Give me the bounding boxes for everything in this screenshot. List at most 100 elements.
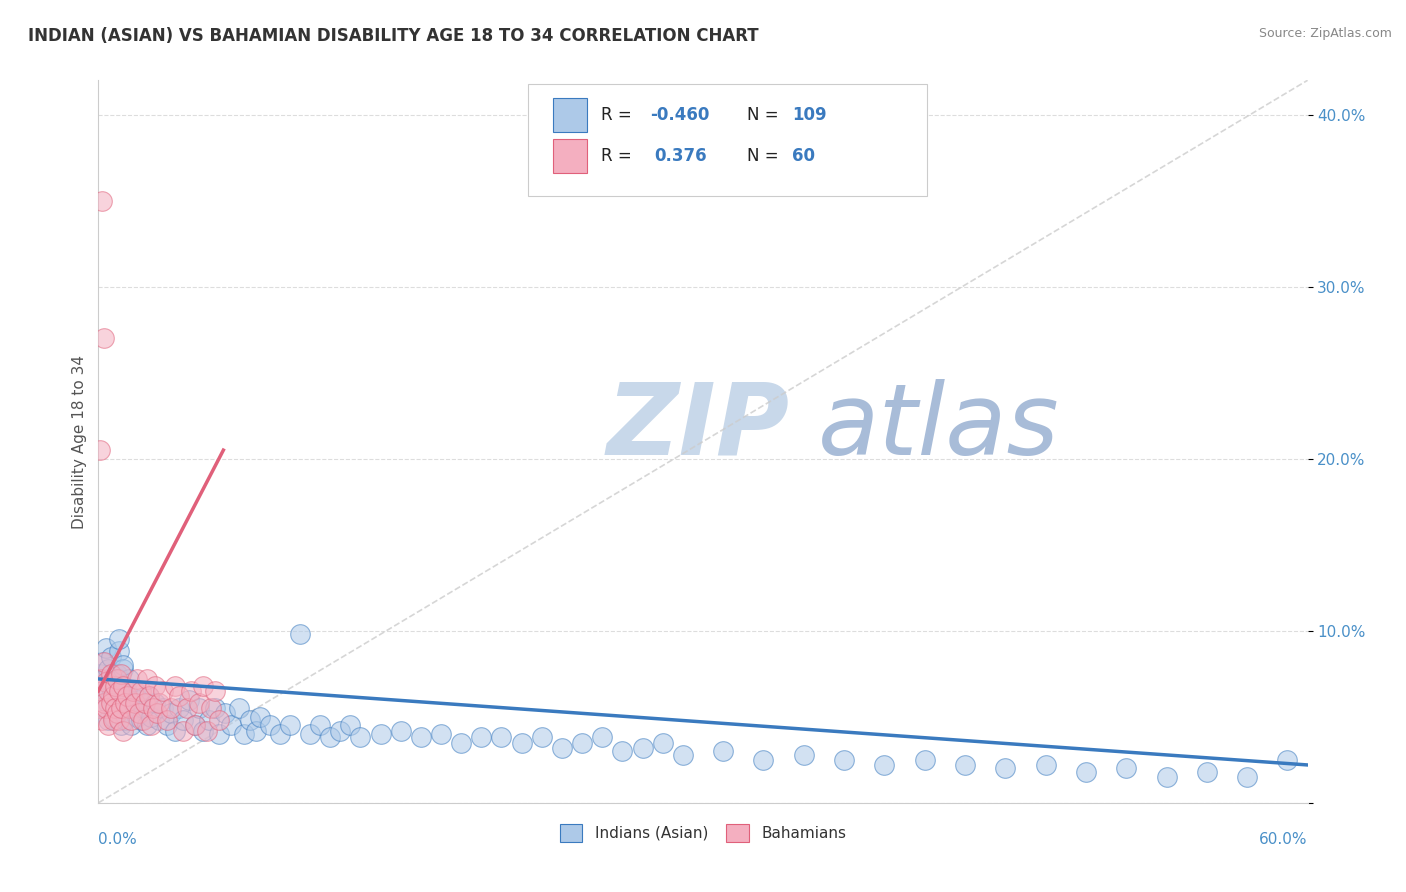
- Text: 0.376: 0.376: [655, 147, 707, 165]
- Point: [132, 701, 155, 715]
- Point: [89, 666, 111, 681]
- Point: [121, 701, 143, 715]
- Point: [111, 723, 134, 738]
- Point: [138, 689, 160, 703]
- Text: N =: N =: [747, 106, 783, 124]
- Point: [176, 701, 198, 715]
- Point: [107, 713, 129, 727]
- Point: [672, 747, 695, 762]
- Point: [214, 706, 236, 721]
- Point: [370, 727, 392, 741]
- Point: [89, 701, 111, 715]
- Point: [89, 443, 111, 458]
- Point: [1236, 770, 1258, 784]
- Point: [188, 696, 211, 710]
- Point: [118, 672, 141, 686]
- Point: [752, 753, 775, 767]
- Point: [530, 731, 553, 745]
- Point: [551, 740, 574, 755]
- Point: [612, 744, 634, 758]
- Point: [97, 684, 120, 698]
- Point: [93, 672, 115, 686]
- Point: [103, 701, 125, 715]
- Point: [138, 689, 160, 703]
- Point: [156, 718, 179, 732]
- Point: [91, 684, 114, 698]
- Point: [953, 758, 976, 772]
- FancyBboxPatch shape: [553, 97, 586, 132]
- Text: ZIP: ZIP: [606, 378, 789, 475]
- Point: [114, 713, 136, 727]
- Point: [195, 723, 218, 738]
- Point: [101, 710, 124, 724]
- Point: [129, 713, 152, 727]
- Point: [105, 696, 128, 710]
- Point: [167, 701, 190, 715]
- Point: [204, 701, 226, 715]
- Point: [204, 684, 226, 698]
- Point: [299, 727, 322, 741]
- Point: [97, 662, 120, 676]
- Point: [259, 718, 281, 732]
- Point: [172, 713, 194, 727]
- Point: [125, 710, 148, 724]
- Point: [132, 713, 155, 727]
- Point: [349, 731, 371, 745]
- Point: [249, 710, 271, 724]
- Point: [107, 632, 129, 647]
- Point: [111, 701, 134, 715]
- Point: [96, 640, 118, 655]
- Text: 0.0%: 0.0%: [98, 831, 138, 847]
- Text: -0.460: -0.460: [650, 106, 709, 124]
- Point: [107, 706, 129, 721]
- Point: [118, 692, 141, 706]
- Point: [97, 696, 120, 710]
- Text: N =: N =: [747, 147, 783, 165]
- Point: [184, 718, 207, 732]
- Point: [93, 696, 115, 710]
- Point: [994, 761, 1017, 775]
- Point: [120, 718, 142, 732]
- Point: [239, 713, 262, 727]
- Point: [319, 731, 342, 745]
- Point: [179, 692, 201, 706]
- Point: [124, 684, 146, 698]
- Point: [163, 679, 186, 693]
- FancyBboxPatch shape: [527, 84, 927, 196]
- Point: [124, 696, 146, 710]
- Point: [1277, 753, 1299, 767]
- Point: [339, 718, 361, 732]
- Point: [118, 696, 141, 710]
- Point: [832, 753, 855, 767]
- Point: [1115, 761, 1137, 775]
- Point: [121, 684, 143, 698]
- Point: [188, 701, 211, 715]
- Point: [93, 331, 115, 345]
- Point: [180, 684, 202, 698]
- Point: [510, 735, 533, 749]
- Point: [96, 684, 118, 698]
- Point: [110, 679, 132, 693]
- Point: [128, 692, 150, 706]
- Point: [152, 701, 174, 715]
- Point: [105, 706, 128, 721]
- Point: [1195, 764, 1218, 779]
- Point: [156, 713, 179, 727]
- Point: [110, 666, 132, 681]
- Point: [135, 718, 157, 732]
- Point: [591, 731, 613, 745]
- Point: [100, 689, 122, 703]
- Point: [97, 718, 120, 732]
- Point: [100, 666, 122, 681]
- Point: [450, 735, 472, 749]
- Point: [1035, 758, 1057, 772]
- Point: [160, 701, 183, 715]
- Point: [115, 684, 138, 698]
- Point: [232, 727, 254, 741]
- Point: [111, 662, 134, 676]
- Point: [430, 727, 453, 741]
- Point: [135, 672, 157, 686]
- Point: [100, 696, 122, 710]
- Point: [1156, 770, 1178, 784]
- Point: [228, 701, 250, 715]
